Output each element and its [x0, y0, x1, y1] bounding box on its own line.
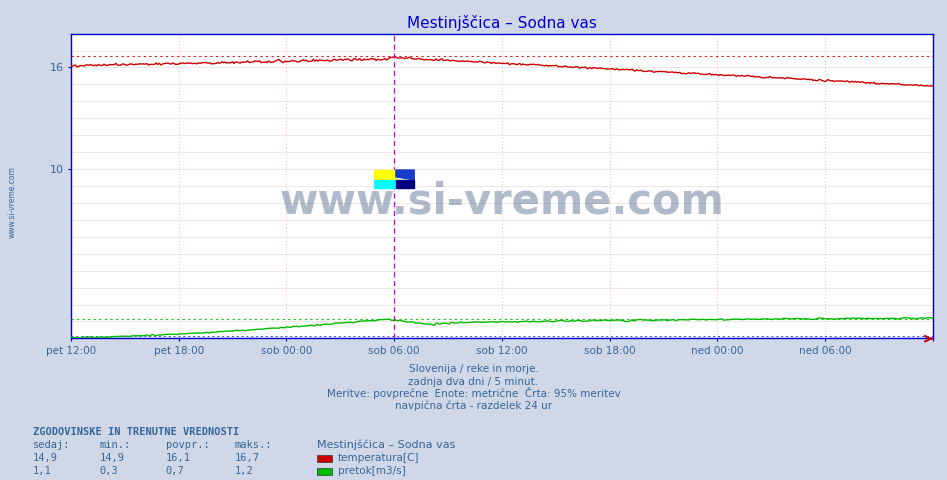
Bar [374, 170, 396, 180]
Polygon shape [396, 170, 414, 180]
Title: Mestinjščica – Sodna vas: Mestinjščica – Sodna vas [407, 15, 597, 31]
Text: pretok[m3/s]: pretok[m3/s] [338, 466, 406, 476]
Text: 16,7: 16,7 [235, 453, 259, 463]
Text: 0,7: 0,7 [166, 466, 185, 476]
Bar [374, 180, 396, 188]
Text: 14,9: 14,9 [99, 453, 124, 463]
Text: min.:: min.: [99, 440, 131, 450]
Text: www.si-vreme.com: www.si-vreme.com [8, 166, 17, 238]
Text: 0,3: 0,3 [99, 466, 118, 476]
Text: 14,9: 14,9 [33, 453, 58, 463]
Text: Mestinjščica – Sodna vas: Mestinjščica – Sodna vas [317, 439, 456, 450]
Text: Slovenija / reke in morje.: Slovenija / reke in morje. [408, 364, 539, 374]
Text: sedaj:: sedaj: [33, 440, 71, 450]
Text: 16,1: 16,1 [166, 453, 190, 463]
Text: 1,2: 1,2 [235, 466, 254, 476]
Text: www.si-vreme.com: www.si-vreme.com [279, 180, 724, 222]
Text: povpr.:: povpr.: [166, 440, 209, 450]
Text: ZGODOVINSKE IN TRENUTNE VREDNOSTI: ZGODOVINSKE IN TRENUTNE VREDNOSTI [33, 427, 240, 437]
Text: 1,1: 1,1 [33, 466, 52, 476]
Text: navpična črta - razdelek 24 ur: navpična črta - razdelek 24 ur [395, 400, 552, 411]
Text: zadnja dva dni / 5 minut.: zadnja dva dni / 5 minut. [408, 377, 539, 387]
Text: temperatura[C]: temperatura[C] [338, 453, 420, 463]
Text: maks.:: maks.: [235, 440, 273, 450]
Bar [396, 180, 414, 188]
Text: Meritve: povprečne  Enote: metrične  Črta: 95% meritev: Meritve: povprečne Enote: metrične Črta:… [327, 387, 620, 399]
